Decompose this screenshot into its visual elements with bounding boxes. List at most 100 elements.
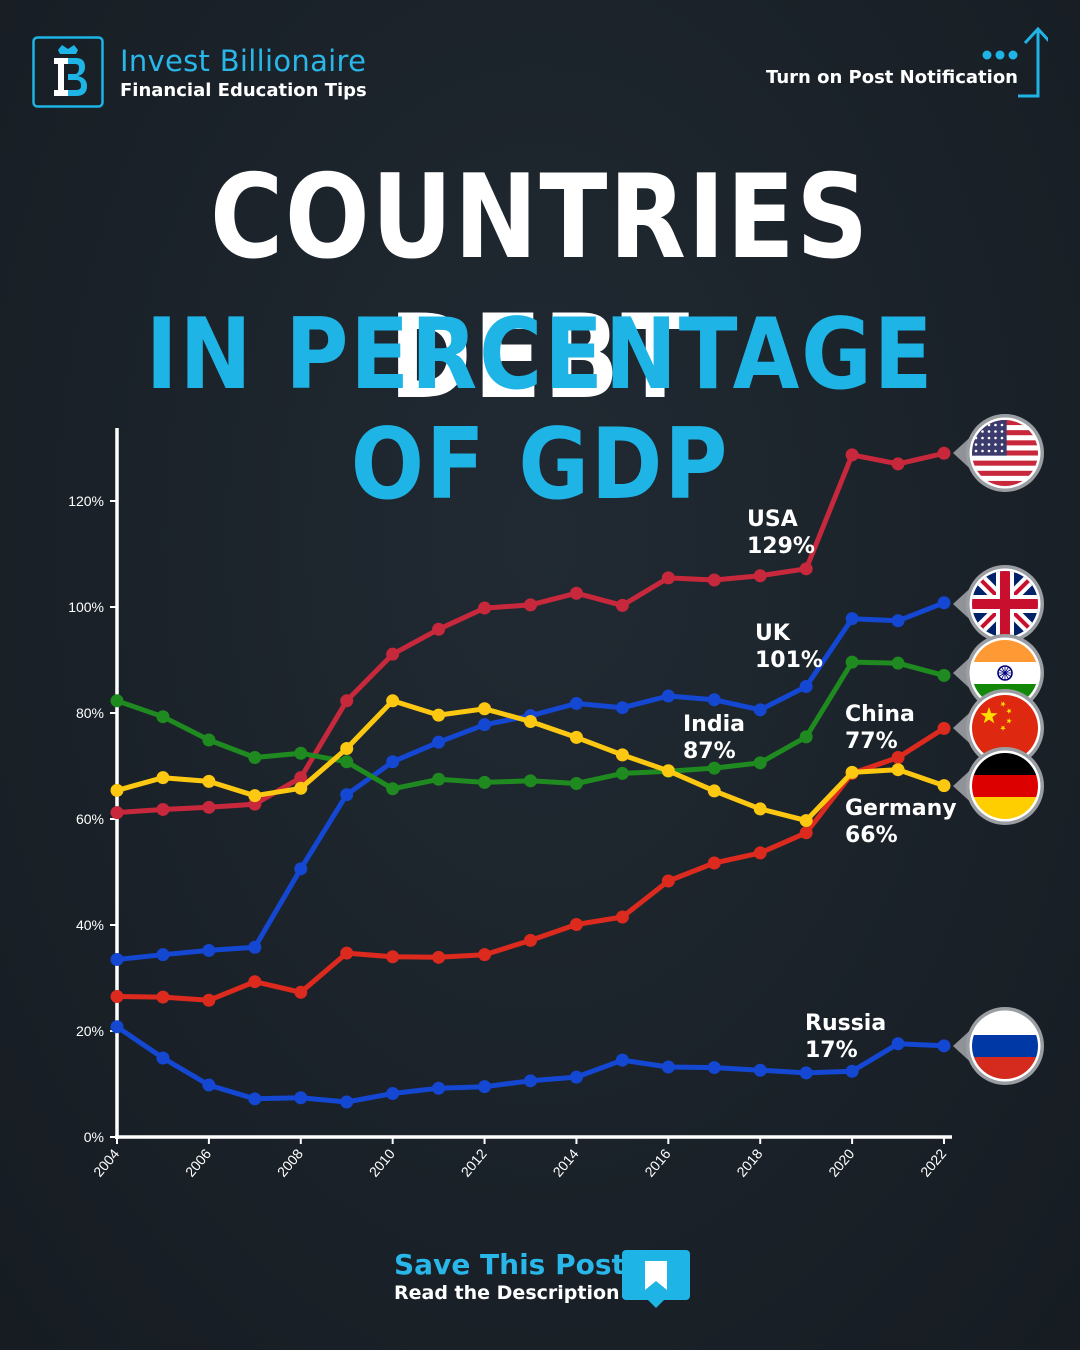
series-russia: [110, 1020, 951, 1109]
x-tick-label: 2014: [549, 1145, 581, 1179]
series-usa: [110, 446, 951, 820]
point-china: [478, 948, 492, 962]
point-germany: [661, 764, 675, 778]
series-value-usa: 129%: [747, 534, 815, 559]
brand-logo-icon[interactable]: [32, 36, 104, 108]
point-china: [386, 950, 400, 964]
point-china: [248, 975, 262, 989]
point-china: [569, 917, 583, 931]
point-uk: [615, 701, 629, 715]
point-usa: [891, 457, 905, 471]
point-india: [524, 774, 537, 788]
point-india: [478, 775, 492, 789]
point-india: [569, 776, 583, 790]
x-tick-label: 2016: [641, 1145, 673, 1179]
russia-flag-icon: [953, 1007, 1044, 1085]
point-usa: [845, 448, 859, 462]
point-germany: [845, 765, 859, 779]
point-china: [753, 846, 767, 860]
point-india: [386, 782, 400, 796]
point-china: [156, 990, 170, 1004]
point-usa: [202, 800, 216, 814]
point-uk: [294, 862, 308, 876]
brand-name: Invest Billionaire: [120, 44, 367, 78]
series-value-india: 87%: [683, 739, 736, 764]
series-germany: [110, 694, 951, 828]
point-usa: [937, 446, 951, 460]
point-germany: [707, 784, 721, 798]
series-value-russia: 17%: [805, 1038, 858, 1063]
point-usa: [569, 586, 583, 600]
point-russia: [753, 1063, 767, 1077]
series-label-russia: Russia: [805, 1011, 886, 1036]
point-usa: [799, 562, 813, 576]
x-tick-label: 2006: [182, 1145, 214, 1179]
x-tick-label: 2022: [917, 1145, 949, 1179]
point-china: [661, 874, 675, 888]
point-germany: [156, 771, 170, 785]
dots-arrow-up-icon[interactable]: [978, 24, 1048, 102]
point-uk: [478, 718, 492, 732]
bookmark-icon[interactable]: [622, 1250, 690, 1312]
point-russia: [340, 1095, 354, 1109]
point-usa: [524, 598, 537, 612]
y-tick-label: 80%: [76, 705, 104, 721]
point-usa: [615, 598, 629, 612]
point-china: [294, 985, 308, 999]
y-tick-label: 120%: [68, 493, 104, 509]
point-uk: [156, 948, 170, 962]
point-india: [340, 755, 354, 769]
point-germany: [753, 802, 767, 816]
point-russia: [478, 1080, 492, 1094]
point-russia: [386, 1087, 400, 1101]
page-title: COUNTRIES DEBT: [210, 150, 870, 425]
point-china: [937, 721, 951, 735]
point-russia: [615, 1053, 629, 1067]
point-india: [753, 756, 767, 770]
point-germany: [294, 781, 308, 795]
point-germany: [615, 748, 629, 762]
point-germany: [110, 783, 124, 797]
point-india: [799, 730, 813, 744]
point-usa: [294, 771, 308, 785]
point-uk: [707, 693, 721, 707]
point-india: [248, 751, 262, 765]
point-russia: [156, 1051, 170, 1065]
point-usa: [340, 694, 354, 708]
point-russia: [248, 1092, 262, 1106]
point-india: [294, 746, 308, 760]
point-russia: [845, 1064, 859, 1078]
point-germany: [386, 694, 400, 708]
point-india: [432, 772, 446, 786]
point-china: [707, 856, 721, 870]
point-china: [615, 910, 629, 924]
point-india: [202, 733, 216, 747]
point-uk: [340, 788, 354, 802]
y-tick-label: 60%: [76, 811, 104, 827]
point-russia: [799, 1066, 813, 1080]
y-tick-label: 20%: [76, 1023, 104, 1039]
point-germany: [799, 814, 813, 828]
point-germany: [202, 774, 216, 788]
line-usa: [114, 450, 947, 816]
point-usa: [386, 647, 400, 661]
point-germany: [340, 742, 354, 756]
series-india: [110, 655, 951, 796]
point-uk: [569, 696, 583, 710]
point-germany: [569, 730, 583, 744]
series-label-usa: USA: [747, 507, 798, 532]
point-germany: [432, 708, 446, 722]
notification-label[interactable]: Turn on Post Notification: [766, 67, 1018, 88]
uk-flag-icon: [953, 565, 1044, 643]
series-china: [110, 721, 951, 1007]
point-russia: [661, 1060, 675, 1074]
x-tick-label: 2012: [458, 1145, 490, 1179]
point-russia: [524, 1074, 537, 1088]
x-tick-label: 2018: [733, 1145, 765, 1179]
point-uk: [386, 755, 400, 769]
series-label-china: China: [845, 702, 915, 727]
point-india: [615, 766, 629, 780]
point-russia: [707, 1061, 721, 1075]
point-germany: [478, 702, 492, 716]
point-uk: [248, 940, 262, 954]
